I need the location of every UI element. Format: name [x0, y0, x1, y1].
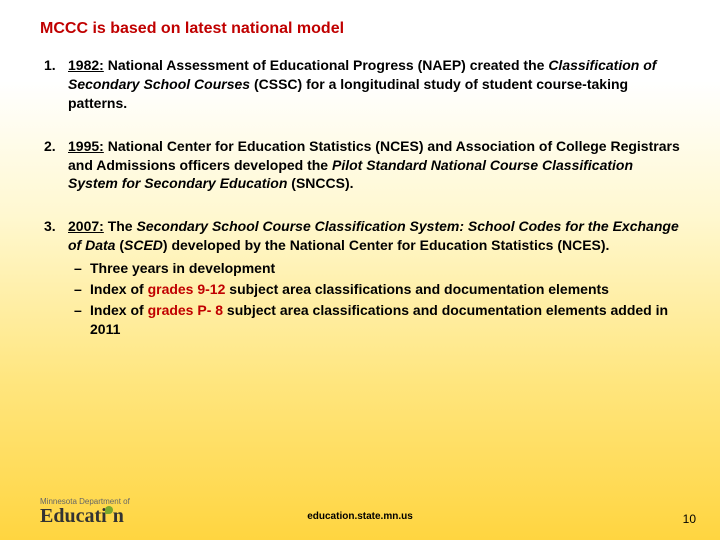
year: 1995: [68, 138, 104, 154]
apple-icon [105, 506, 113, 514]
slide-content: MCCC is based on latest national model 1… [0, 0, 720, 339]
sub-list-item: Three years in development [68, 259, 680, 278]
page-number: 10 [683, 512, 696, 526]
logo-title: Educatin [40, 506, 130, 526]
year: 1982: [68, 57, 104, 73]
footer-url: education.state.mn.us [307, 511, 413, 522]
list-item: 1982: National Assessment of Educational… [40, 56, 680, 113]
logo: Minnesota Department of Educatin [40, 498, 130, 526]
slide-title: MCCC is based on latest national model [40, 20, 680, 38]
sub-list-item: Index of grades 9-12 subject area classi… [68, 280, 680, 299]
numbered-list: 1982: National Assessment of Educational… [40, 56, 680, 339]
footer: Minnesota Department of Educatin educati… [0, 498, 720, 526]
sub-list-item: Index of grades P- 8 subject area classi… [68, 301, 680, 339]
year: 2007: [68, 218, 104, 234]
list-item: 2007: The Secondary School Course Classi… [40, 217, 680, 338]
list-item: 1995: National Center for Education Stat… [40, 137, 680, 194]
sub-list: Three years in development Index of grade… [68, 259, 680, 339]
